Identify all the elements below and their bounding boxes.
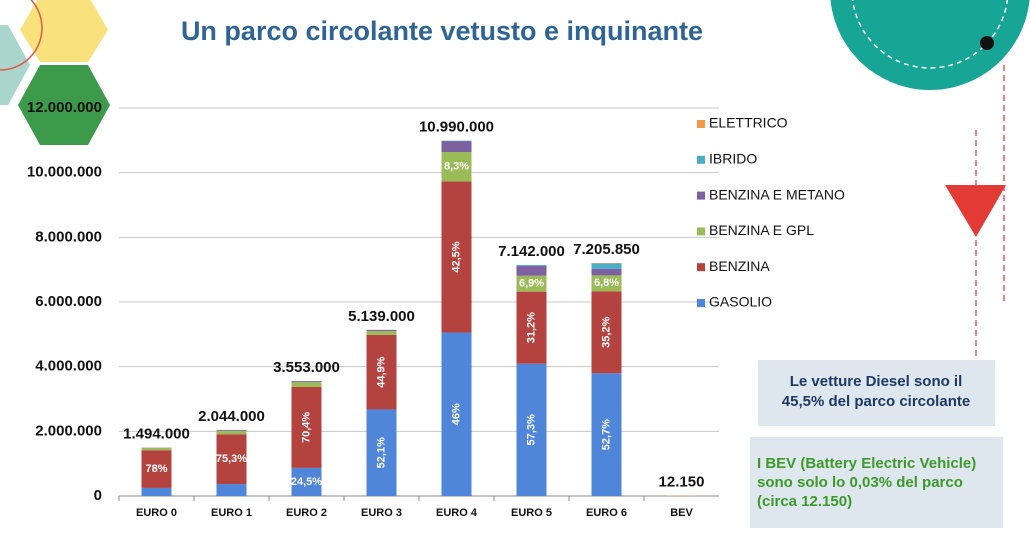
bar-segment	[516, 265, 547, 267]
bar-segment	[441, 332, 472, 496]
x-tick-label: EURO 4	[436, 507, 478, 519]
total-label: 5.139.000	[348, 308, 415, 325]
y-tick-label: 10.000.000	[27, 164, 102, 181]
bar-segment	[291, 381, 322, 383]
bar-segment	[591, 275, 622, 292]
y-tick-label: 2.000.000	[35, 422, 102, 439]
legend-label: IBRIDO	[709, 151, 757, 167]
bar-segment	[216, 484, 247, 496]
bar-segment	[366, 330, 397, 335]
note-box	[758, 360, 995, 426]
legend-swatch	[697, 263, 705, 272]
legend-label: BENZINA E GPL	[709, 222, 814, 238]
segment-label: 70,4%	[300, 412, 312, 443]
y-tick-label: 8.000.000	[35, 228, 102, 245]
bar-segment	[141, 487, 172, 496]
legend-swatch	[697, 155, 705, 164]
bar-segment	[516, 363, 547, 496]
legend-swatch	[697, 191, 705, 200]
bar-segment	[516, 266, 547, 276]
x-tick-label: EURO 1	[211, 507, 252, 519]
segment-label: 75,3%	[216, 453, 247, 465]
total-label: 2.044.000	[198, 408, 265, 425]
note-text: 45,5% del parco circolante	[782, 393, 970, 410]
legend-swatch	[697, 299, 705, 307]
bar-segment	[366, 329, 397, 331]
segment-label: 24,5%	[291, 476, 322, 488]
x-tick-label: BEV	[670, 507, 693, 519]
bar-segment	[591, 373, 622, 496]
bar-segment	[516, 291, 547, 364]
total-label: 7.205.850	[573, 241, 640, 258]
y-tick-label: 0	[94, 487, 102, 504]
decoration	[0, 0, 1030, 360]
y-tick-label: 4.000.000	[35, 358, 102, 375]
segment-label: 44,9%	[375, 356, 387, 387]
segment-label: 78%	[145, 463, 167, 475]
x-tick-label: EURO 3	[361, 507, 402, 519]
segment-label: 46%	[450, 403, 462, 425]
total-label: 3.553.000	[273, 359, 340, 376]
segment-label: 52,7%	[600, 419, 612, 450]
legend-label: BENZINA E METANO	[709, 186, 845, 202]
bar-segment	[291, 467, 322, 496]
bar-segment	[441, 181, 472, 333]
note-text: (circa 12.150)	[757, 493, 852, 510]
bar-segment	[591, 268, 622, 276]
bar-segment	[216, 434, 247, 485]
segment-label: 6,9%	[519, 278, 544, 290]
legend-label: ELETTRICO	[709, 115, 788, 131]
segment-label: 57,3%	[525, 414, 537, 445]
segment-label: 35,2%	[600, 316, 612, 347]
bar-segment	[141, 447, 172, 451]
segment-label: 31,2%	[525, 312, 537, 343]
bar-segment	[441, 141, 472, 153]
bar-segment	[366, 334, 397, 410]
bar-segment	[291, 382, 322, 388]
note-text: Le vetture Diesel sono il	[790, 373, 963, 390]
bar-segment	[291, 387, 322, 468]
total-label: 10.990.000	[419, 119, 494, 136]
total-label: 12.150	[659, 474, 705, 491]
x-tick-label: EURO 6	[586, 507, 627, 519]
y-tick-label: 6.000.000	[35, 293, 102, 310]
segment-label: 42,5%	[450, 241, 462, 272]
legend-label: BENZINA	[709, 258, 770, 274]
bar-segment	[516, 275, 547, 292]
legend-label: GASOLIO	[709, 294, 772, 310]
x-tick-label: EURO 5	[511, 507, 552, 519]
x-tick-label: EURO 2	[286, 507, 327, 519]
bar-segment	[591, 291, 622, 374]
bar-segment	[141, 450, 172, 488]
bar-segment	[216, 430, 247, 435]
y-tick-label: 12.000.000	[27, 99, 102, 116]
note-box	[750, 437, 1003, 528]
bar-segment	[216, 429, 247, 431]
total-label: 1.494.000	[123, 426, 190, 443]
legend-swatch	[697, 227, 705, 236]
bar-segment	[366, 409, 397, 496]
segment-label: 6,8%	[594, 277, 619, 289]
total-label: 7.142.000	[498, 243, 565, 260]
note-text: I BEV (Battery Electric Vehicle)	[757, 455, 976, 472]
note-text: sono solo lo 0,03% del parco	[757, 474, 963, 491]
bar-segment	[441, 152, 472, 182]
segment-label: 8,3%	[444, 161, 469, 173]
legend-swatch	[697, 120, 705, 128]
chart-title: Un parco circolante vetusto e inquinante	[181, 16, 703, 46]
segment-label: 52,1%	[375, 437, 387, 468]
x-tick-label: EURO 0	[136, 507, 177, 519]
bar-segment	[591, 263, 622, 269]
